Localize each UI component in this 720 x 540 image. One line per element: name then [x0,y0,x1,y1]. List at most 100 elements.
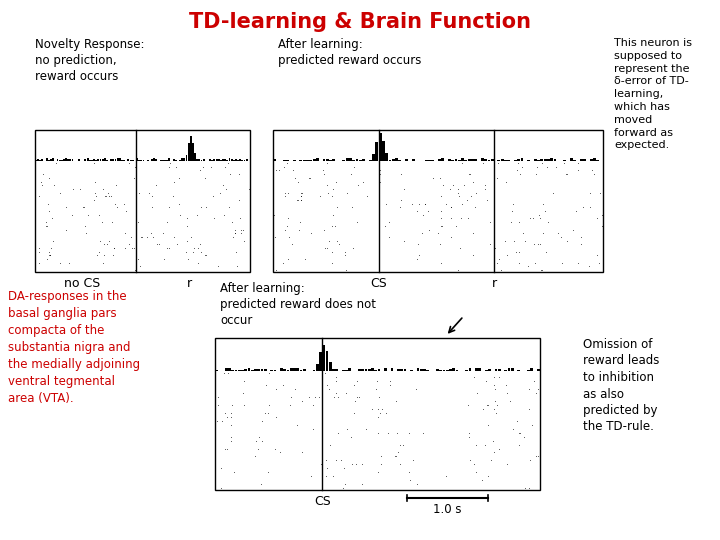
Bar [197,159,198,161]
Bar [342,160,346,161]
Bar [261,369,264,372]
Bar [550,158,553,161]
Bar [421,160,425,161]
Bar [375,141,378,161]
Text: DA-responses in the
basal ganglia pars
compacta of the
substantia nigra and
the : DA-responses in the basal ganglia pars c… [8,290,140,405]
Bar [371,368,374,372]
Bar [501,371,504,372]
Bar [71,159,73,161]
Bar [84,159,86,161]
Bar [310,160,312,161]
Bar [446,370,449,372]
Bar [369,160,372,161]
Bar [430,371,433,372]
Bar [147,160,149,161]
Bar [316,363,319,372]
Bar [127,159,130,161]
Bar [349,158,352,161]
Bar [498,159,500,161]
Bar [228,368,231,372]
Text: r: r [187,277,192,290]
Bar [168,158,170,161]
Bar [235,159,237,161]
Bar [508,368,510,372]
Bar [342,370,345,372]
Bar [504,160,507,161]
Bar [537,160,540,161]
Bar [215,370,218,372]
Bar [80,160,82,161]
Bar [478,368,481,372]
Bar [48,160,50,161]
Bar [153,158,156,161]
Bar [287,370,289,372]
Bar [60,160,63,161]
Bar [132,160,134,161]
Bar [78,159,80,161]
Bar [264,369,266,372]
Bar [469,368,472,372]
Bar [226,160,228,161]
Bar [156,159,158,161]
Bar [102,159,104,161]
Bar [563,160,567,161]
Bar [554,159,557,161]
Bar [356,159,359,161]
Bar [117,159,119,161]
Bar [436,369,439,372]
Bar [293,160,296,161]
Bar [274,370,276,372]
Bar [508,160,510,161]
Bar [332,369,335,372]
Bar [254,369,257,372]
Bar [257,369,260,372]
Bar [514,160,517,161]
Bar [397,369,400,372]
Bar [438,159,441,161]
Bar [487,159,490,161]
Bar [329,362,332,372]
Bar [530,368,534,372]
Bar [517,159,520,161]
Text: 1.0 s: 1.0 s [433,503,462,516]
Text: This neuron is
supposed to
represent the
δ-error of TD-
learning,
which has
move: This neuron is supposed to represent the… [614,38,692,151]
Bar [184,158,185,161]
Bar [521,158,523,161]
Bar [345,370,348,372]
Bar [35,130,250,272]
Bar [471,159,474,161]
Bar [403,369,406,372]
Bar [251,370,253,372]
Bar [228,158,230,161]
Bar [63,159,65,161]
Bar [456,369,459,372]
Bar [209,159,211,161]
Bar [523,371,526,372]
Bar [215,159,217,161]
Bar [412,159,415,161]
Bar [364,369,367,372]
Bar [283,369,286,372]
Bar [121,160,123,161]
Bar [151,159,153,161]
Bar [145,160,147,161]
Bar [377,369,380,372]
Bar [488,369,491,372]
Bar [368,369,371,372]
Bar [220,160,222,161]
Bar [69,159,71,161]
Bar [231,370,234,372]
Bar [164,160,166,161]
Bar [280,368,283,372]
Bar [310,370,312,372]
Bar [398,160,401,161]
Bar [273,159,276,161]
Bar [325,350,328,372]
Bar [186,155,187,161]
Bar [536,369,540,372]
Bar [42,159,43,161]
Bar [465,370,468,372]
Bar [203,159,204,161]
Bar [385,153,388,161]
Bar [97,159,99,161]
